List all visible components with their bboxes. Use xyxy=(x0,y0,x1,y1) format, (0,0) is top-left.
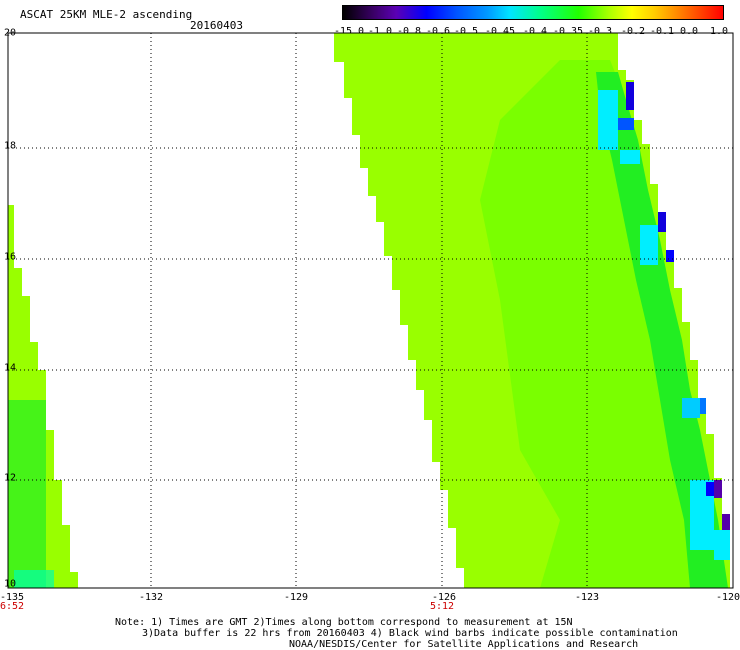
colorbar-tick: -15.0 xyxy=(333,26,365,37)
colorbar-tick: -0.45 xyxy=(484,26,516,37)
lon-label: -120 xyxy=(715,592,740,603)
note-line-2: 3)Data buffer is 22 hrs from 20160403 4)… xyxy=(142,628,678,639)
lon-label: -129 xyxy=(283,592,309,603)
colorbar-tick: -0.3 xyxy=(587,26,613,37)
note-line-3: NOAA/NESDIS/Center for Satellite Applica… xyxy=(289,639,639,650)
lon-label: -123 xyxy=(574,592,600,603)
purple-cell xyxy=(722,514,730,532)
cyan-cell xyxy=(682,398,700,418)
purple-cell xyxy=(714,480,722,498)
lon-label: -135 xyxy=(0,592,25,603)
cyan-cell xyxy=(14,570,54,588)
blue-cell xyxy=(700,398,706,414)
lat-label: 14 xyxy=(4,362,17,374)
map-frame xyxy=(7,32,734,589)
lon-label: -126 xyxy=(431,592,457,603)
colorbar-tick: -0.6 xyxy=(425,26,451,37)
map-title: ASCAT 25KM MLE-2 ascending xyxy=(20,8,193,21)
note-line-1: Note: 1) Times are GMT 2)Times along bot… xyxy=(115,617,573,628)
green-edge xyxy=(596,72,728,588)
cyan-cell xyxy=(714,530,730,560)
colorbar-tick: -1.0 xyxy=(367,26,393,37)
colorbar-tick: -0.2 xyxy=(620,26,646,37)
cyan-cell xyxy=(620,150,640,164)
blue-cell xyxy=(658,212,666,232)
colorbar-tick: 1.0 xyxy=(709,26,729,37)
lat-label: 12 xyxy=(4,472,17,484)
colorbar-tick: -0.35 xyxy=(552,26,584,37)
graticule xyxy=(8,33,733,588)
lat-label: 10 xyxy=(4,578,17,590)
lat-label: 16 xyxy=(4,251,17,263)
time-label: 6:52 xyxy=(0,601,25,612)
colorbar-tick: -0.8 xyxy=(396,26,422,37)
green-cell xyxy=(8,400,46,588)
colorbar-tick: -0.4 xyxy=(522,26,548,37)
blue-cell xyxy=(666,250,674,262)
lon-label: -132 xyxy=(138,592,164,603)
colorbar xyxy=(342,5,724,20)
lat-label: 18 xyxy=(4,140,17,152)
green-band xyxy=(480,60,724,588)
colorbar-tick: 0.0 xyxy=(679,26,699,37)
cyan-cell xyxy=(598,90,618,150)
blue-cell xyxy=(706,482,714,496)
time-label: 5:12 xyxy=(429,601,455,612)
colorbar-tick: -0.1 xyxy=(649,26,675,37)
cyan-cell xyxy=(640,225,658,265)
blue-cell xyxy=(618,118,634,130)
blue-cell xyxy=(626,82,634,110)
map-date: 20160403 xyxy=(190,19,243,32)
lat-label: 20 xyxy=(4,27,17,39)
colorbar-tick: -0.5 xyxy=(453,26,479,37)
